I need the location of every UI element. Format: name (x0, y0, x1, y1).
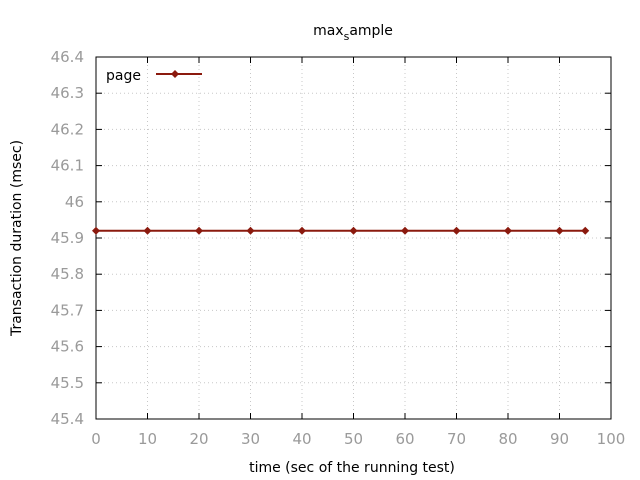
y-tick-label: 45.9 (51, 229, 84, 247)
series (92, 226, 590, 235)
x-tick-label: 40 (292, 430, 311, 448)
legend: page (106, 68, 202, 84)
x-tick-label: 0 (91, 430, 101, 448)
x-tick-label: 30 (241, 430, 260, 448)
y-tick-label: 46.2 (51, 120, 84, 138)
data-point (504, 226, 512, 235)
legend-marker-page (171, 70, 179, 78)
y-tick-label: 46.4 (51, 48, 84, 66)
y-tick-label: 45.8 (51, 265, 84, 283)
legend-label-page: page (106, 68, 141, 84)
chart-title: maxsample (313, 23, 393, 43)
x-tick-label: 10 (138, 430, 157, 448)
data-point (555, 226, 564, 235)
x-tick-label: 50 (344, 430, 363, 448)
y-axis-label: Transaction duration (msec) (9, 140, 25, 337)
data-point (581, 226, 590, 235)
y-tick-label: 45.7 (51, 301, 84, 319)
data-point (298, 226, 306, 235)
x-tick-label: 100 (597, 430, 626, 448)
y-tick-label: 45.4 (51, 410, 84, 428)
data-point (349, 226, 358, 235)
tick-labels: 0 10 20 30 40 50 60 70 80 90 100 45.4 45.5 45.6 45.7 45… (51, 48, 626, 448)
x-tick-label: 20 (189, 430, 208, 448)
x-tick-label: 80 (498, 430, 517, 448)
y-tick-label: 45.6 (51, 338, 84, 356)
data-point (246, 226, 255, 235)
y-tick-label: 46.3 (51, 84, 84, 102)
data-point (143, 226, 152, 235)
data-point (452, 226, 461, 235)
y-tick-label: 45.5 (51, 374, 84, 392)
x-tick-label: 70 (447, 430, 466, 448)
x-tick-label: 90 (550, 430, 569, 448)
x-tick-label: 60 (395, 430, 414, 448)
data-point (195, 226, 203, 235)
y-tick-label: 46 (65, 193, 84, 211)
grid (96, 57, 611, 419)
axis-ticks (95, 56, 612, 420)
data-point (92, 226, 100, 235)
x-axis-label: time (sec of the running test) (249, 460, 455, 476)
data-point (401, 226, 409, 235)
y-tick-label: 46.1 (51, 157, 84, 175)
